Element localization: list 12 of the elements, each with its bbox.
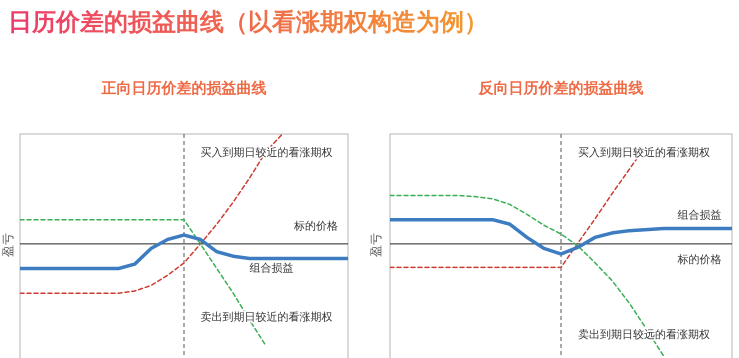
series-label: 组合损益 <box>250 262 294 275</box>
chart-subtitle: 反向日历价差的损益曲线 <box>478 79 644 97</box>
y-axis-title: 盈亏 <box>1 233 15 257</box>
series-label: 卖出到期日较远的看涨期权 <box>578 328 710 342</box>
chart-title: 日历价差的损益曲线（以看涨期权构造为例） <box>8 8 488 36</box>
chart-subtitle: 正向日历价差的损益曲线 <box>100 79 266 97</box>
series-label: 卖出到期日较近的看涨期权 <box>200 310 332 324</box>
series-label: 组合损益 <box>678 208 722 222</box>
series-label: 买入到期日较近的看涨期权 <box>200 146 332 160</box>
y-axis-title: 盈亏 <box>369 233 383 257</box>
ref-line-label: 标的价格 <box>293 219 338 232</box>
ref-line-label: 标的价格 <box>676 252 722 266</box>
